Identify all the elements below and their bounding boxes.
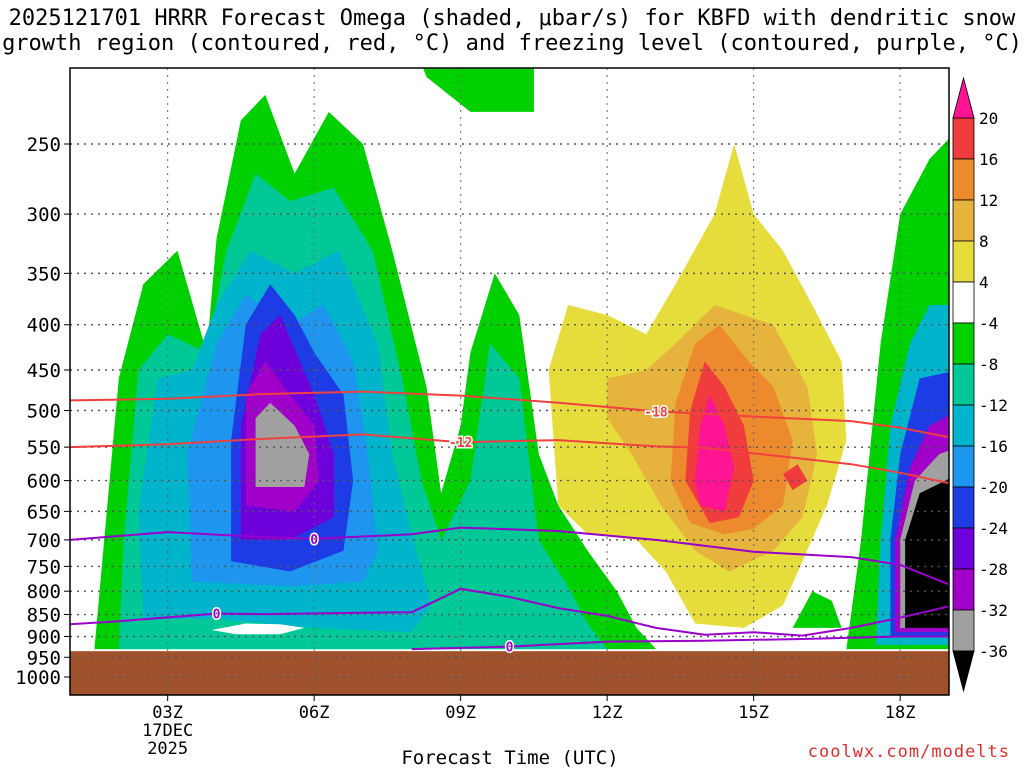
y-tick-label: 700 — [27, 530, 61, 552]
colorbar-segment — [952, 527, 975, 570]
purple-contour-1 — [70, 587, 949, 637]
colorbar-segment — [952, 404, 975, 447]
colorbar-label: -36 — [979, 642, 1008, 661]
omega-shade-minus36-early — [255, 402, 310, 487]
colorbar-label: -12 — [979, 396, 1008, 415]
ground-fill — [70, 651, 949, 695]
y-tick-label: 250 — [27, 134, 61, 156]
colorbar-label: -8 — [979, 355, 998, 374]
colorbar-label: 4 — [979, 273, 989, 292]
red-contour-1 — [70, 433, 949, 485]
colorbar-segment — [952, 158, 975, 201]
colorbar-label: 8 — [979, 232, 989, 251]
ground-below-surface — [70, 651, 949, 695]
colorbar-top-arrow — [952, 76, 975, 119]
x-tick-sublabel: 17DEC — [142, 721, 193, 741]
colorbar-label: 16 — [979, 150, 998, 169]
x-tick-label: 15Z — [738, 703, 769, 723]
y-tick-label: 650 — [27, 501, 61, 523]
y-tick-label: 350 — [27, 263, 61, 285]
colorbar-segment — [952, 568, 975, 611]
purple-contour-label: 0 — [310, 533, 318, 548]
omega-shade-minus4-top — [423, 68, 534, 112]
y-tick-label: 1000 — [15, 667, 61, 689]
colorbar-segment — [952, 363, 975, 406]
x-tick-label: 12Z — [592, 703, 623, 723]
y-tick-label: 850 — [27, 605, 61, 627]
y-tick-label: 750 — [27, 556, 61, 578]
colorbar-segment — [952, 445, 975, 488]
omega-shade-green-low — [792, 591, 842, 628]
y-tick-label: 550 — [27, 437, 61, 459]
colorbar-label: -24 — [979, 519, 1008, 538]
colorbar-segment — [952, 609, 975, 652]
omega-shade-plus20 — [695, 394, 735, 512]
red-contour-label: -18 — [644, 405, 668, 420]
y-tick-label: 450 — [27, 360, 61, 382]
x-tick-label: 18Z — [885, 703, 916, 723]
purple-contour-label: 0 — [213, 608, 221, 623]
omega-shading — [94, 68, 949, 650]
x-tick-sublabel: 2025 — [147, 739, 188, 759]
colorbar-label: -20 — [979, 478, 1008, 497]
colorbar-segment — [952, 281, 975, 324]
purple-contour-0 — [70, 526, 949, 586]
red-contour-label: -12 — [449, 436, 472, 451]
plot-frame — [69, 67, 950, 696]
x-tick-label: 06Z — [299, 703, 330, 723]
colorbar-label: -4 — [979, 314, 998, 333]
colorbar-label: -28 — [979, 560, 1008, 579]
colorbar-segment — [952, 322, 975, 365]
chart-title: 2025121701 HRRR Forecast Omega (shaded, … — [0, 6, 1024, 56]
y-tick-label: 950 — [27, 647, 61, 669]
omega-shade-plus16-blob — [783, 464, 808, 491]
red-contour-0 — [70, 390, 949, 439]
contour-lines: -18 -12 0 0 0 — [70, 390, 949, 657]
colorbar: 20 16 12 8 4 -4 -8 -12 -16 -20 -24 -28 -32 -36 — [952, 76, 1008, 693]
y-tick-label: 400 — [27, 315, 61, 337]
site-watermark: coolwx.com/modelts — [807, 742, 1010, 762]
y-tick-label: 300 — [27, 204, 61, 226]
x-axis-label: Forecast Time (UTC) — [401, 747, 618, 768]
y-tick-label: 600 — [27, 471, 61, 493]
pressure-axis: 2503003504004505005506006507007508008509… — [15, 134, 70, 689]
colorbar-segment — [952, 199, 975, 242]
x-tick-label: 09Z — [445, 703, 476, 723]
colorbar-label: -32 — [979, 601, 1008, 620]
y-tick-label: 900 — [27, 626, 61, 648]
colorbar-label: -16 — [979, 437, 1008, 456]
purple-contour-3 — [411, 635, 949, 651]
y-tick-label: 500 — [27, 401, 61, 423]
colorbar-bottom-arrow — [952, 650, 975, 693]
y-tick-label: 800 — [27, 581, 61, 603]
purple-contour-label: 0 — [506, 641, 514, 656]
title-line-1: 2025121701 HRRR Forecast Omega (shaded, … — [8, 6, 1016, 31]
colorbar-segment — [952, 117, 975, 160]
colorbar-segment — [952, 240, 975, 283]
title-line-2: growth region (contoured, red, °C) and f… — [2, 31, 1022, 56]
omega-shade-clear-1 — [211, 623, 305, 635]
colorbar-segment — [952, 486, 975, 529]
x-tick-label: 03Z — [152, 703, 183, 723]
colorbar-label: 12 — [979, 191, 998, 210]
colorbar-label: 20 — [979, 109, 998, 128]
